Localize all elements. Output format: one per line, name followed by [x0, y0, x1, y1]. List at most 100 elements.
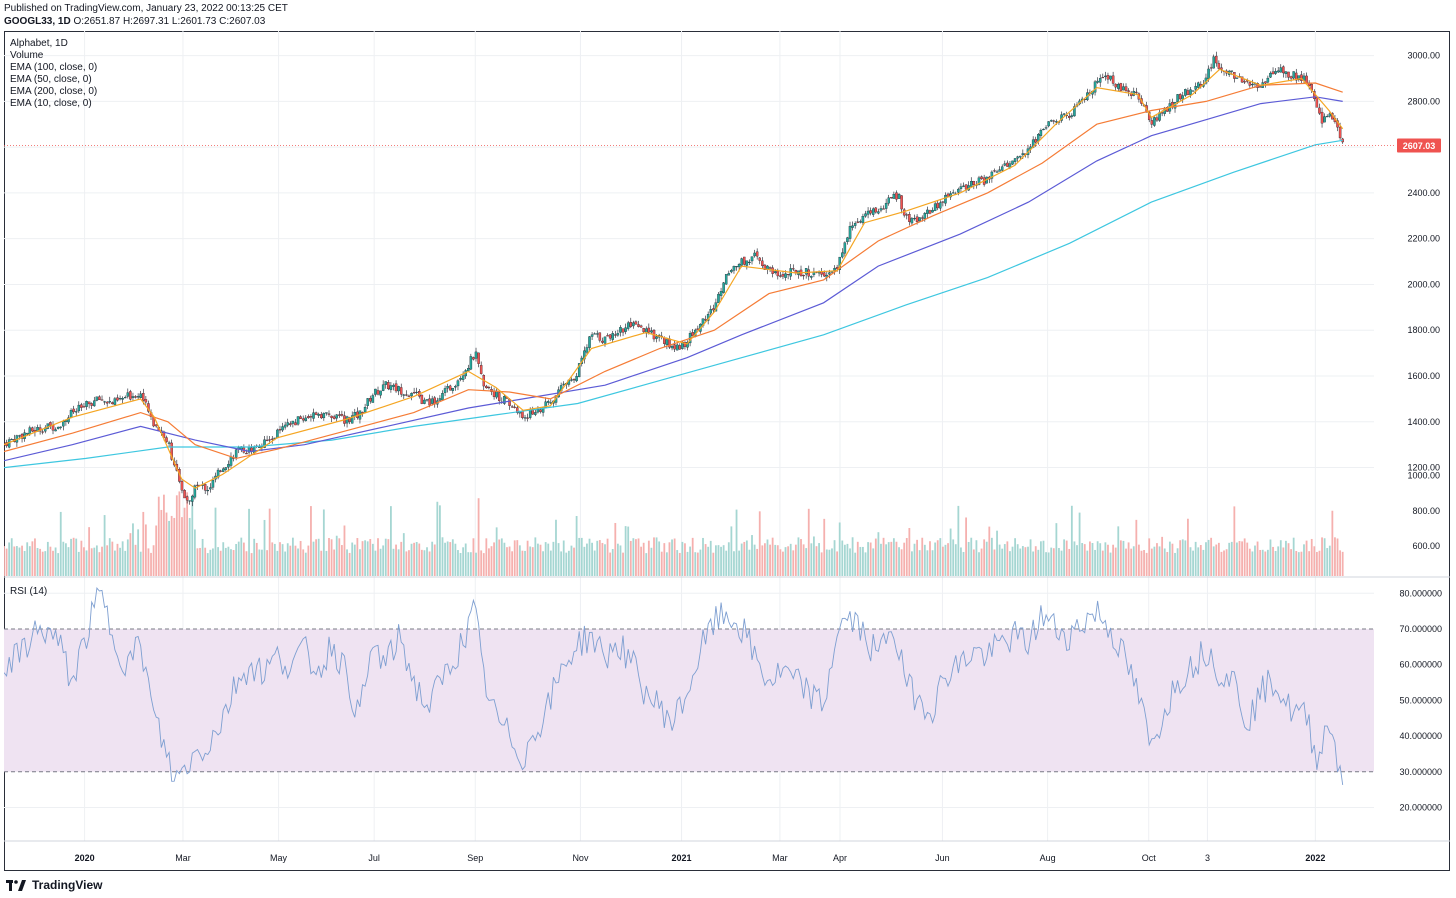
volume-bar [178, 491, 181, 576]
volume-bar [874, 538, 877, 576]
legend-ema50[interactable]: EMA (50, close, 0) [10, 74, 92, 85]
candle-body [1297, 75, 1301, 80]
volume-bar [978, 552, 980, 576]
volume-bar [975, 540, 978, 576]
volume-bar [1210, 537, 1213, 576]
candle-body [882, 208, 885, 210]
volume-bar [10, 538, 13, 576]
ema-50-line [4, 82, 1343, 460]
candle-body [111, 402, 114, 405]
volume-bar [998, 544, 1001, 576]
volume-bar [413, 542, 416, 576]
candle-body [10, 438, 13, 441]
volume-bar [988, 526, 991, 576]
volume-bar [1251, 551, 1254, 576]
candle-body [188, 500, 191, 502]
candle-body [62, 421, 65, 427]
volume-bar [493, 542, 495, 576]
candle-body [131, 396, 135, 398]
candle-body [1101, 77, 1105, 79]
candle-body [740, 258, 743, 266]
candle-body [761, 260, 764, 266]
volume-bar [542, 551, 544, 576]
candle-body [936, 202, 939, 209]
rsi-label[interactable]: RSI (14) [10, 586, 48, 597]
candle-body [951, 192, 955, 194]
volume-bar [1217, 542, 1220, 576]
price-candles [4, 51, 1344, 507]
candle-body [485, 385, 488, 389]
volume-bar [825, 549, 828, 576]
volume-bar [227, 546, 230, 576]
volume-bar [1328, 545, 1331, 576]
legend-volume[interactable]: Volume [10, 50, 44, 61]
candle-body [521, 410, 524, 418]
candle-body [1093, 81, 1097, 93]
volume-bar [983, 539, 986, 576]
volume-bar [1070, 505, 1073, 576]
volume-bar [297, 548, 299, 576]
candle-body [879, 208, 883, 211]
volume-bar [1334, 537, 1336, 576]
candle-body [374, 388, 377, 395]
volume-bar [1034, 546, 1037, 576]
volume-bar [965, 517, 967, 576]
volume-bar [266, 550, 268, 576]
volume-bar [209, 549, 212, 576]
volume-bar [101, 546, 103, 576]
volume-bar [495, 527, 498, 576]
legend-ema200[interactable]: EMA (200, close, 0) [10, 86, 98, 97]
volume-bar [849, 548, 851, 576]
candle-body [1300, 74, 1303, 81]
candle-body [980, 176, 983, 179]
volume-bar [402, 533, 405, 576]
volume-bar [604, 544, 606, 576]
volume-bar [34, 538, 36, 576]
candle-body [990, 171, 994, 179]
chart-canvas[interactable]: 2020 Mar May Jul Sep Nov 2021 Mar Apr Jun Aug Oct 3 2… [4, 31, 1450, 871]
volume-bar [800, 539, 802, 576]
tradingview-logo[interactable]: TradingView [6, 878, 102, 892]
candle-body [897, 194, 901, 199]
volume-bar [784, 547, 787, 576]
volume-bar [828, 549, 831, 576]
volume-bar [405, 551, 408, 576]
volume-bar [779, 549, 782, 576]
candle-body [294, 422, 297, 426]
candle-body [474, 351, 478, 359]
candle-body [503, 396, 506, 404]
candle-body [49, 422, 52, 426]
volume-bar [952, 539, 955, 576]
volume-bar [1339, 550, 1342, 576]
candle-body [1181, 95, 1185, 100]
candle-body [598, 332, 602, 341]
candle-body [621, 328, 625, 333]
rsi-line-layer [4, 587, 1344, 785]
volume-bar [1241, 541, 1243, 576]
volume-bar [1014, 538, 1017, 576]
candle-body [1098, 78, 1102, 83]
volume-bar [972, 549, 975, 576]
volume-bar [549, 550, 552, 576]
candle-body [299, 416, 302, 419]
volume-bar [255, 542, 258, 576]
volume-bar [838, 522, 841, 576]
legend-ema100[interactable]: EMA (100, close, 0) [10, 62, 98, 73]
volume-bar [908, 528, 911, 576]
volume-bar [1279, 540, 1282, 576]
volume-bar [15, 546, 18, 576]
candle-body [1150, 120, 1154, 125]
volume-bar [57, 553, 60, 576]
candle-body [928, 210, 932, 214]
legend-ema10[interactable]: EMA (10, close, 0) [10, 98, 92, 109]
candle-body [423, 399, 426, 404]
volume-bar [36, 547, 39, 576]
ema-10-line [4, 68, 1344, 489]
volume-bar [647, 540, 650, 576]
candle-body [970, 181, 973, 187]
volume-bar [371, 543, 374, 576]
volume-bar [624, 526, 627, 576]
volume-bar [1163, 548, 1166, 576]
volume-bar [250, 553, 253, 576]
volume-bar [745, 540, 748, 576]
